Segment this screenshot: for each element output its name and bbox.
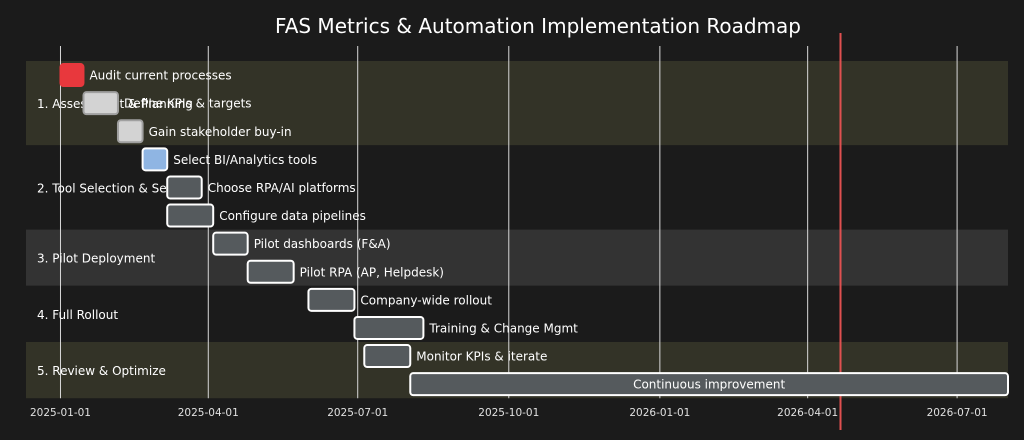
x-tick-label: 2025-04-01 [178, 407, 239, 419]
section-label: 3. Pilot Deployment [37, 252, 155, 266]
x-tick-label: 2025-01-01 [30, 407, 91, 419]
task-label: Audit current processes [89, 69, 231, 83]
task-label: Gain stakeholder buy-in [149, 125, 292, 139]
task-label: Choose RPA/AI platforms [208, 181, 356, 195]
task-bar [212, 231, 249, 256]
section-band [26, 61, 1008, 146]
chart-title: FAS Metrics & Automation Implementation … [275, 14, 801, 38]
task-label: Pilot RPA (AP, Helpdesk) [300, 265, 444, 279]
task-bar [353, 315, 425, 340]
task-label: Select BI/Analytics tools [173, 153, 317, 167]
task-bar [82, 91, 119, 116]
x-axis-ticks: 2025-01-01 2025-04-01 2025-07-01 2025-10-01… [30, 407, 988, 419]
section-label: 5. Review & Optimize [37, 364, 166, 378]
task-bar [166, 175, 203, 200]
task-label: Training & Change Mgmt [428, 321, 578, 335]
section-label: 4. Full Rollout [37, 308, 118, 322]
x-tick-label: 2025-10-01 [478, 407, 539, 419]
task-label: Configure data pipelines [219, 209, 366, 223]
task-label: Pilot dashboards (F&A) [254, 237, 391, 251]
task-bar [116, 119, 144, 144]
task-bar [363, 344, 412, 369]
task-bar [141, 147, 169, 172]
section-band [26, 229, 1008, 286]
task-bar [409, 372, 1009, 397]
task-bar [307, 287, 356, 312]
task-label: Monitor KPIs & iterate [416, 350, 547, 364]
x-tick-label: 2026-07-01 [927, 407, 988, 419]
task-label: Company-wide rollout [360, 293, 492, 307]
task-bars: Audit current processes Define KPIs & tar… [59, 63, 1009, 397]
x-tick-label: 2026-04-01 [777, 407, 838, 419]
task-bar [246, 259, 295, 284]
task-label: Define KPIs & targets [124, 97, 252, 111]
section-label: 2. Tool Selection & Setup [37, 181, 187, 195]
task-label: Continuous improvement [633, 378, 785, 392]
section-bands [26, 61, 1008, 399]
task-bar [59, 63, 85, 88]
section-band [26, 285, 1008, 342]
x-tick-label: 2025-07-01 [327, 407, 388, 419]
x-tick-label: 2026-01-01 [629, 407, 690, 419]
task-bar [166, 203, 215, 228]
